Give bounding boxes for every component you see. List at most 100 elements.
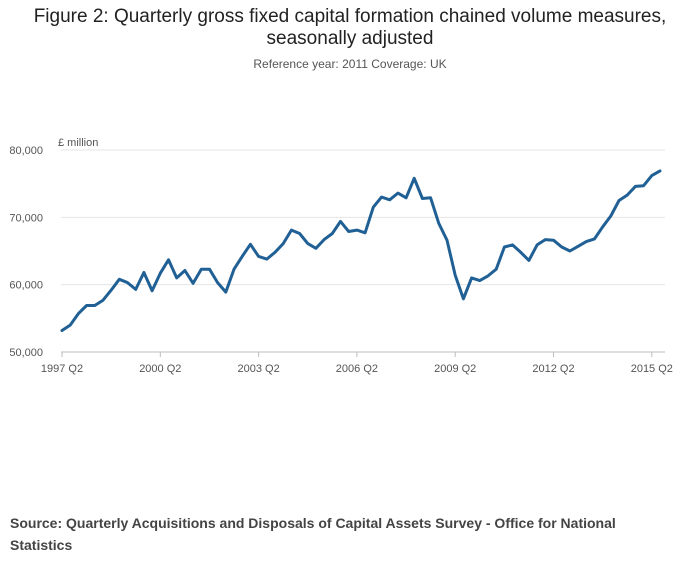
y-tick-label: 60,000	[9, 280, 43, 292]
data-point	[142, 271, 145, 274]
data-point	[372, 206, 375, 209]
data-point	[192, 282, 195, 285]
data-point	[552, 239, 555, 242]
x-axis: 1997 Q2 2000 Q2 2003 Q2 2006 Q2 2009 Q2 2012 …	[41, 352, 673, 375]
source-note: Source: Quarterly Acquisitions and Dispo…	[10, 515, 616, 553]
data-point	[167, 258, 170, 261]
data-point	[601, 225, 604, 228]
x-tick: 2006 Q2	[336, 352, 378, 375]
data-point	[519, 251, 522, 254]
data-point	[224, 291, 227, 294]
data-point	[183, 269, 186, 272]
data-point	[642, 184, 645, 187]
data-point	[298, 232, 301, 235]
data-point	[511, 243, 514, 246]
data-point	[413, 177, 416, 180]
gridlines	[61, 149, 665, 353]
data-point	[478, 279, 481, 282]
data-point	[634, 185, 637, 188]
x-tick: 2000 Q2	[139, 352, 181, 375]
data-point	[208, 268, 211, 271]
line-chart: 50,000 60,000 70,000 80,000 1997 Q2 2000 Q2 2…	[9, 137, 673, 375]
data-point	[626, 194, 629, 197]
data-point	[306, 242, 309, 245]
data-point	[462, 297, 465, 300]
data-point	[527, 259, 530, 262]
data-point	[282, 242, 285, 245]
x-tick-label: 2009 Q2	[434, 363, 476, 375]
data-point	[249, 243, 252, 246]
data-point	[314, 247, 317, 250]
data-point	[159, 272, 162, 275]
data-points	[61, 169, 662, 332]
x-tick: 1997 Q2	[41, 352, 83, 375]
chart-title: Figure 2: Quarterly gross fixed capital …	[33, 6, 667, 49]
data-point	[323, 238, 326, 241]
data-point	[585, 240, 588, 243]
data-point	[110, 289, 113, 292]
series-line	[60, 169, 662, 332]
data-point	[396, 192, 399, 195]
data-point	[134, 288, 137, 291]
data-point	[618, 199, 621, 202]
y-tick: 50,000	[9, 347, 43, 359]
data-point	[536, 243, 539, 246]
data-point	[290, 229, 293, 232]
data-point	[61, 329, 64, 332]
x-tick-label: 2000 Q2	[139, 363, 181, 375]
x-tick-label: 2012 Q2	[532, 363, 574, 375]
data-point	[544, 238, 547, 241]
data-point	[593, 237, 596, 240]
data-point	[93, 304, 96, 307]
data-point	[380, 196, 383, 199]
data-point	[175, 276, 178, 279]
data-point	[265, 258, 268, 261]
data-point	[437, 222, 440, 225]
x-tick-label: 2015 Q2	[631, 363, 673, 375]
data-point	[405, 196, 408, 199]
data-point	[650, 174, 653, 177]
data-point	[487, 274, 490, 277]
data-point	[364, 231, 367, 234]
x-tick-label: 2006 Q2	[336, 363, 378, 375]
data-point	[339, 220, 342, 223]
data-point	[241, 255, 244, 258]
y-tick: 60,000	[9, 280, 43, 292]
x-tick: 2012 Q2	[532, 352, 575, 375]
data-point	[331, 232, 334, 235]
x-tick-label: 1997 Q2	[41, 363, 83, 375]
y-tick-label: 80,000	[9, 145, 43, 157]
x-tick-label: 2003 Q2	[238, 363, 280, 375]
data-point	[233, 268, 236, 271]
data-point	[609, 215, 612, 218]
data-point	[421, 197, 424, 200]
data-point	[102, 299, 105, 302]
x-tick: 2003 Q2	[238, 352, 280, 375]
data-point	[69, 324, 72, 327]
x-tick: 2009 Q2	[434, 352, 476, 375]
data-point	[568, 250, 571, 253]
data-point	[216, 281, 219, 284]
data-point	[503, 246, 506, 249]
data-point	[85, 304, 88, 307]
y-axis: 50,000 60,000 70,000 80,000	[9, 145, 43, 359]
data-point	[577, 245, 580, 248]
y-tick-label: 50,000	[9, 347, 43, 359]
data-point	[200, 268, 203, 271]
data-point	[388, 198, 391, 201]
data-point	[355, 229, 358, 232]
y-tick: 70,000	[9, 212, 43, 224]
data-point	[274, 251, 277, 254]
data-point	[347, 230, 350, 233]
y-tick: 80,000	[9, 145, 43, 157]
data-point	[118, 278, 121, 281]
x-tick: 2015 Q2	[631, 352, 673, 375]
data-point	[454, 274, 457, 277]
data-point	[470, 276, 473, 279]
data-point	[151, 289, 154, 292]
chart-subtitle: Reference year: 2011 Coverage: UK	[253, 57, 447, 71]
data-point	[495, 268, 498, 271]
y-tick-label: 70,000	[9, 212, 43, 224]
data-point	[560, 246, 563, 249]
data-point	[446, 239, 449, 242]
